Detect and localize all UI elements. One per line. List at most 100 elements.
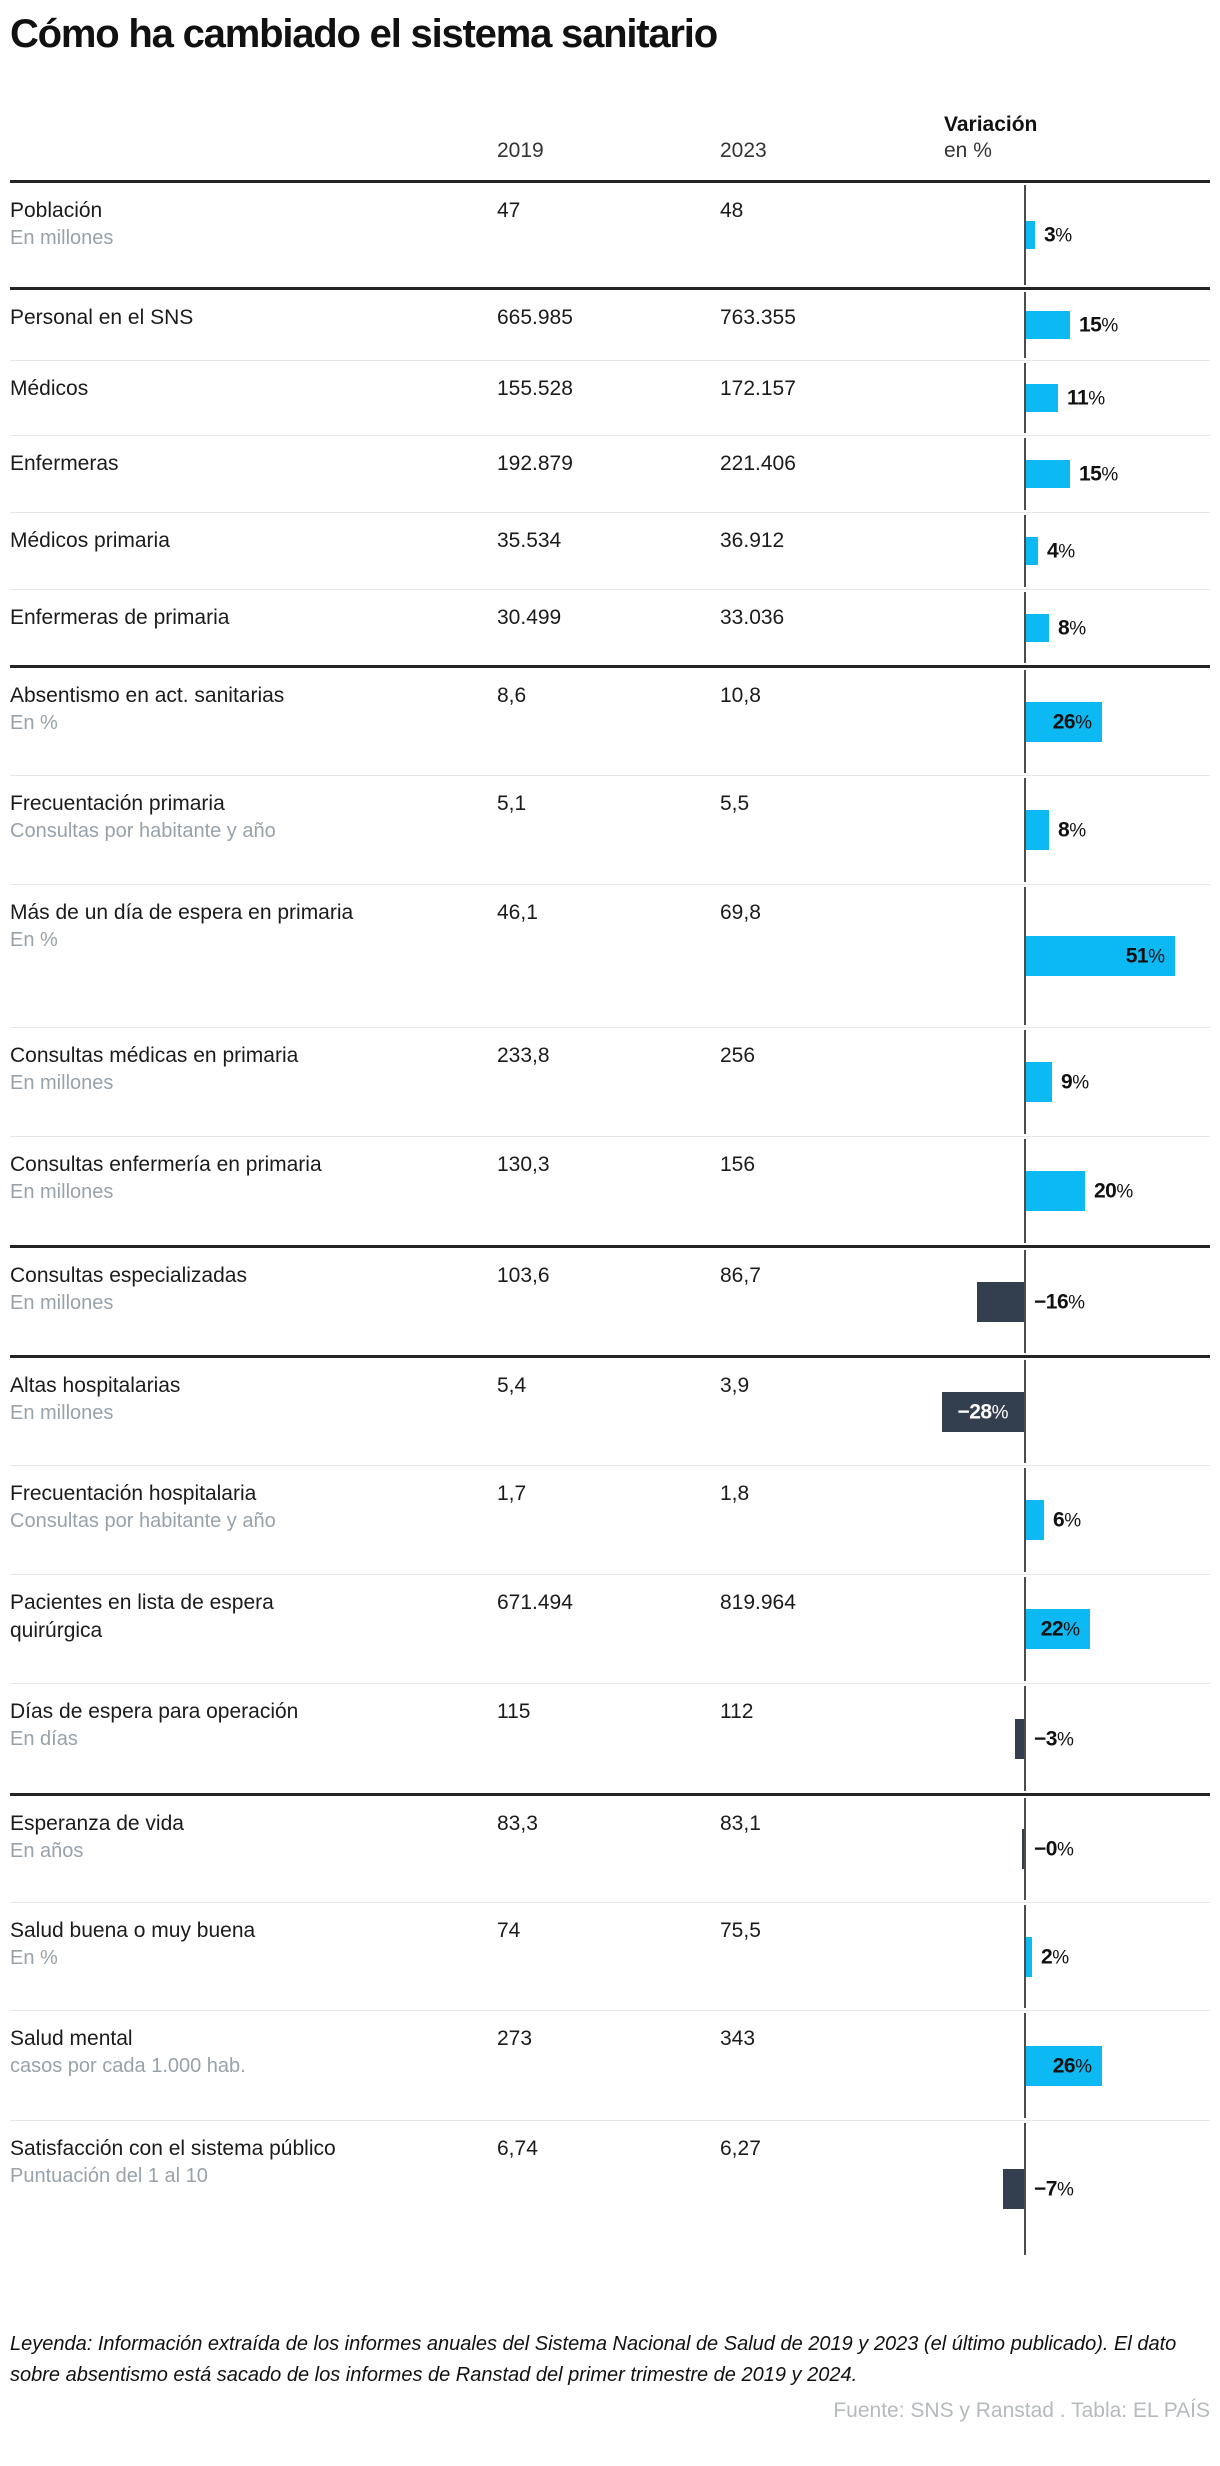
positive-variation-bar <box>1026 1171 1085 1211</box>
variation-bar-cell: 15% <box>944 290 1210 360</box>
row-label: Esperanza de vida <box>10 1812 184 1835</box>
value-2019: 273 <box>497 2027 533 2050</box>
row-label: Enfermeras de primaria <box>10 606 230 629</box>
variation-bar-cell: −7% <box>944 2121 1210 2257</box>
value-2019: 115 <box>497 1700 531 1723</box>
table-row: Consultas médicas en primaria En millones… <box>10 1027 1210 1136</box>
value-2019: 83,3 <box>497 1812 538 1835</box>
variation-bar-cell: −3% <box>944 1684 1210 1793</box>
variation-value-label: 20% <box>1094 1179 1134 1203</box>
value-2019: 671.494 <box>497 1591 573 1614</box>
row-label: Días de espera para operación <box>10 1700 299 1723</box>
table-row: Enfermeras 192.879 221.406 15% <box>10 435 1210 512</box>
variation-value-label: −28% <box>957 1400 1009 1423</box>
variation-bar-cell: 26% <box>944 2011 1210 2120</box>
row-label: Enfermeras <box>10 452 119 475</box>
value-2019: 1,7 <box>497 1482 527 1505</box>
value-2019: 192.879 <box>497 452 573 475</box>
variation-bar-cell: 8% <box>944 590 1210 665</box>
variation-bar-cell: 20% <box>944 1137 1210 1245</box>
positive-variation-bar <box>1026 1062 1052 1102</box>
value-2023: 221.406 <box>720 452 796 475</box>
table-row: Consultas especializadas En millones 103,6… <box>10 1245 1210 1355</box>
negative-variation-bar <box>1003 2169 1024 2209</box>
variation-value-label: −16% <box>1034 1290 1086 1313</box>
table-row: Consultas enfermería en primaria En millo… <box>10 1136 1210 1245</box>
zero-axis-line <box>1024 1798 1026 1900</box>
value-2019: 665.985 <box>497 306 573 329</box>
table-row: Frecuentación hospitalaria Consultas por … <box>10 1465 1210 1574</box>
value-2023: 763.355 <box>720 306 796 329</box>
variation-value-label: 26% <box>1052 710 1092 733</box>
table-row: Salud mental casos por cada 1.000 hab. 273… <box>10 2010 1210 2120</box>
value-2023: 3,9 <box>720 1374 750 1397</box>
value-2023: 75,5 <box>720 1919 761 1942</box>
table-header-row: 2019 2023 Variación en % <box>10 56 1210 180</box>
table-body: Población En millones 47 48 3% Personal en el… <box>10 180 1210 2257</box>
zero-axis-line <box>1024 363 1026 433</box>
row-label: Consultas enfermería en primaria <box>10 1153 322 1176</box>
negative-variation-bar <box>1022 1829 1024 1869</box>
variation-value-label: 11% <box>1067 386 1106 410</box>
table-row: Días de espera para operación En días 115 1… <box>10 1683 1210 1793</box>
row-sublabel: En millones <box>10 1181 114 1203</box>
zero-axis-line <box>1024 670 1026 773</box>
zero-axis-line <box>1024 292 1026 358</box>
row-label: Personal en el SNS <box>10 306 194 329</box>
negative-variation-bar <box>942 1391 1024 1432</box>
zero-axis-line <box>1024 185 1026 285</box>
row-sublabel: En % <box>10 929 58 951</box>
value-2019: 155.528 <box>497 377 573 400</box>
value-2023: 10,8 <box>720 684 761 707</box>
variation-bar-cell: 11% <box>944 361 1210 435</box>
variation-value-label: 3% <box>1044 223 1073 247</box>
table-row: Personal en el SNS 665.985 763.355 15% <box>10 287 1210 360</box>
value-2019: 30.499 <box>497 606 562 629</box>
zero-axis-line <box>1024 1468 1026 1572</box>
value-2023: 36.912 <box>720 529 785 552</box>
value-2023: 343 <box>720 2027 756 2050</box>
zero-axis-line <box>1024 1577 1026 1681</box>
variation-bar-cell: 8% <box>944 776 1210 884</box>
row-label: Absentismo en act. sanitarias <box>10 684 285 707</box>
row-sublabel: En millones <box>10 1292 114 1314</box>
table-row: Frecuentación primaria Consultas por habi… <box>10 775 1210 884</box>
zero-axis-line <box>1024 1360 1026 1463</box>
row-sublabel: En días <box>10 1728 78 1750</box>
variation-value-label: 26% <box>1052 2054 1092 2077</box>
value-2019: 35.534 <box>497 529 562 552</box>
table-row: Absentismo en act. sanitarias En % 8,6 10,8… <box>10 665 1210 775</box>
value-2023: 86,7 <box>720 1264 761 1287</box>
variation-bar-cell: 26% <box>944 668 1210 775</box>
zero-axis-line <box>1024 592 1026 663</box>
positive-variation-bar <box>1026 810 1049 850</box>
row-label: Salud buena o muy buena <box>10 1919 256 1942</box>
value-2019: 5,4 <box>497 1374 527 1397</box>
table-row: Pacientes en lista de espera quirúrgica 6… <box>10 1574 1210 1683</box>
page-title: Cómo ha cambiado el sistema sanitario <box>10 12 718 56</box>
row-sublabel: En % <box>10 1947 58 1969</box>
value-2023: 172.157 <box>720 377 796 400</box>
variation-unit: en % <box>944 139 992 162</box>
variation-bar-cell: −16% <box>944 1248 1210 1355</box>
value-2023: 6,27 <box>720 2137 761 2160</box>
table-row: Esperanza de vida En años 83,3 83,1 −0% <box>10 1793 1210 1902</box>
table-row: Médicos 155.528 172.157 11% <box>10 360 1210 435</box>
row-label: Frecuentación primaria <box>10 792 225 815</box>
zero-axis-line <box>1024 515 1026 587</box>
variation-bar-cell: 2% <box>944 1903 1210 2010</box>
zero-axis-line <box>1024 438 1026 510</box>
variation-bar-cell: −28% <box>942 1358 1210 1465</box>
variation-bar-cell: 15% <box>944 436 1210 512</box>
negative-variation-bar <box>1015 1718 1024 1759</box>
table-row: Población En millones 47 48 3% <box>10 180 1210 287</box>
row-sublabel: En millones <box>10 1402 114 1424</box>
zero-axis-line <box>1024 1686 1026 1791</box>
row-sublabel: En años <box>10 1840 84 1862</box>
value-2023: 112 <box>720 1700 754 1723</box>
variation-bar-cell: 22% <box>944 1575 1210 1683</box>
row-label: Médicos <box>10 377 89 400</box>
table-row: Altas hospitalarias En millones 5,4 3,9 −28% <box>10 1355 1210 1465</box>
variation-value-label: 51% <box>1125 944 1165 968</box>
